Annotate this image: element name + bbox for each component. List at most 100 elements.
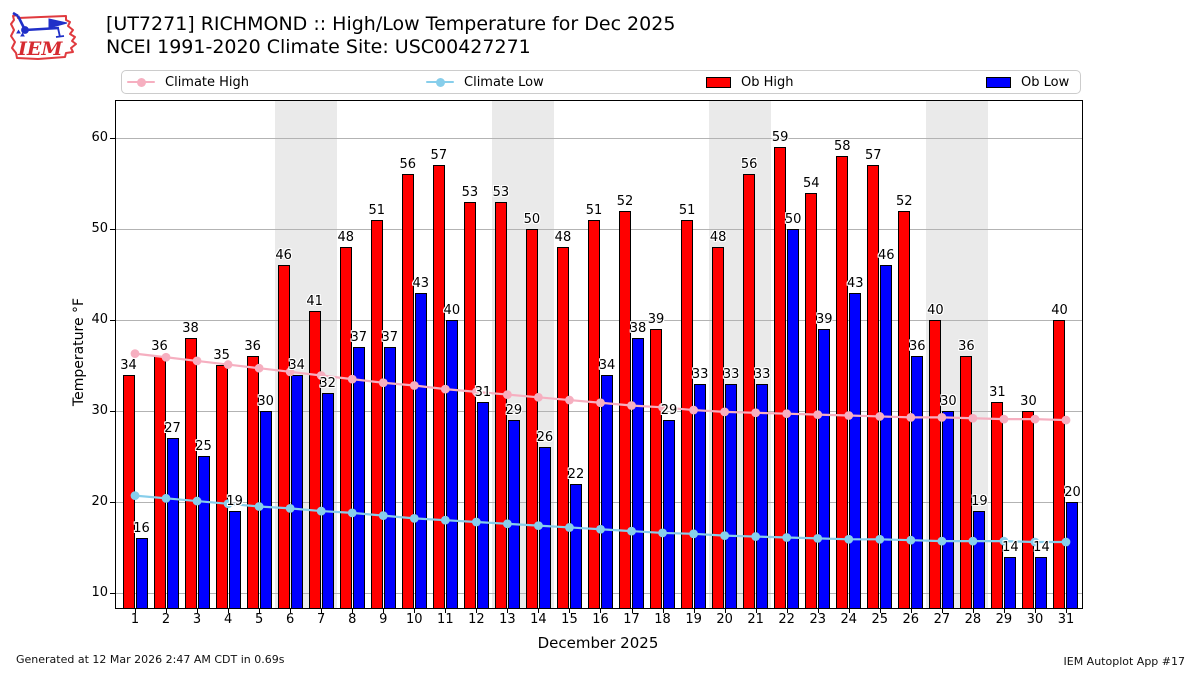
ob-low-bar bbox=[880, 265, 893, 608]
x-tick-label: 26 bbox=[902, 612, 920, 627]
ob-low-value-label: 22 bbox=[567, 466, 585, 482]
climate-low-line-swatch bbox=[426, 77, 454, 87]
x-tick-label: 18 bbox=[654, 612, 671, 627]
climate-low-marker bbox=[627, 526, 636, 536]
ob-high-value-label: 54 bbox=[802, 175, 820, 191]
ob-high-bar bbox=[463, 201, 476, 608]
ob-high-value-label: 48 bbox=[554, 230, 572, 246]
y-tick-label: 60 bbox=[91, 129, 108, 145]
climate-low-marker bbox=[502, 519, 512, 529]
x-tick-label: 6 bbox=[286, 612, 295, 627]
ob-low-value-label: 39 bbox=[815, 312, 833, 328]
climate-low-marker bbox=[409, 513, 419, 523]
x-tick-label: 31 bbox=[1057, 612, 1075, 627]
x-tick-mark bbox=[1034, 608, 1036, 613]
ob-high-value-label: 57 bbox=[430, 148, 448, 164]
generated-timestamp: Generated at 12 Mar 2026 2:47 AM CDT in … bbox=[16, 653, 285, 666]
climate-low-marker bbox=[906, 535, 916, 545]
y-tick-mark bbox=[110, 137, 116, 139]
ob-high-value-label: 50 bbox=[523, 211, 541, 227]
iem-logo-graphic: IEM bbox=[10, 11, 77, 60]
x-tick-label: 28 bbox=[964, 612, 982, 627]
x-tick-mark bbox=[228, 608, 230, 613]
ob-high-value-label: 58 bbox=[833, 139, 851, 155]
climate-high-marker bbox=[502, 390, 512, 399]
ob-high-bar bbox=[743, 174, 756, 608]
ob-high-value-label: 36 bbox=[151, 339, 168, 355]
legend-item-ob-low: Ob Low bbox=[986, 71, 1069, 93]
climate-high-marker bbox=[782, 409, 792, 419]
y-tick-label: 40 bbox=[91, 311, 108, 327]
ob-high-bar bbox=[587, 219, 600, 608]
ob-low-value-label: 40 bbox=[443, 302, 461, 318]
ob-low-bar bbox=[352, 347, 365, 608]
climate-low-marker bbox=[1030, 537, 1040, 547]
x-tick-mark bbox=[755, 608, 757, 613]
ob-low-bar bbox=[569, 483, 582, 608]
ob-high-value-label: 57 bbox=[865, 148, 882, 164]
x-tick-mark bbox=[507, 608, 509, 613]
x-tick-mark bbox=[600, 608, 602, 613]
climate-high-marker bbox=[751, 408, 761, 418]
climate-high-marker bbox=[844, 411, 854, 420]
ob-high-bar bbox=[836, 156, 849, 608]
climate-low-marker bbox=[347, 508, 357, 518]
x-tick-label: 13 bbox=[499, 612, 516, 627]
ob-high-bar bbox=[1022, 410, 1035, 608]
climate-high-marker bbox=[968, 413, 978, 423]
climate-low-marker bbox=[534, 521, 543, 531]
ob-high-value-label: 56 bbox=[399, 157, 417, 173]
ob-high-value-label: 30 bbox=[1020, 393, 1037, 409]
ob-low-value-label: 33 bbox=[722, 366, 740, 382]
ob-low-value-label: 43 bbox=[412, 275, 430, 291]
ob-low-value-label: 38 bbox=[629, 321, 647, 337]
ob-low-bar bbox=[725, 383, 738, 608]
climate-low-marker bbox=[720, 531, 730, 541]
climate-low-marker bbox=[285, 503, 295, 513]
ob-high-value-label: 52 bbox=[616, 193, 634, 209]
ob-low-bar bbox=[1035, 556, 1048, 608]
climate-high-marker bbox=[130, 349, 140, 359]
ob-high-value-label: 40 bbox=[1051, 302, 1068, 318]
x-tick-label: 27 bbox=[933, 612, 951, 627]
ob-low-bar bbox=[290, 374, 303, 608]
climate-low-marker bbox=[875, 534, 885, 544]
climate-high-marker bbox=[999, 414, 1009, 424]
ob-low-value-label: 14 bbox=[1033, 539, 1050, 555]
climate-low-marker bbox=[937, 536, 947, 546]
ob-low-value-label: 32 bbox=[319, 375, 336, 391]
x-tick-mark bbox=[786, 608, 788, 613]
x-tick-mark bbox=[1003, 608, 1005, 613]
climate-high-marker bbox=[720, 407, 730, 417]
x-tick-mark bbox=[383, 608, 385, 613]
ob-high-value-label: 48 bbox=[337, 230, 354, 246]
ob-low-value-label: 37 bbox=[381, 330, 399, 346]
ob-low-bar bbox=[600, 374, 613, 608]
legend: Climate High Climate Low Ob High Ob Low bbox=[121, 70, 1081, 94]
climate-low-marker bbox=[596, 524, 605, 534]
x-axis-title: December 2025 bbox=[537, 634, 659, 652]
ob-high-bar bbox=[1053, 319, 1066, 608]
ob-low-bar bbox=[414, 292, 427, 608]
ob-high-bar bbox=[246, 356, 259, 608]
y-tick-mark bbox=[110, 410, 116, 412]
ob-low-bar bbox=[849, 292, 862, 608]
ob-low-value-label: 50 bbox=[784, 211, 802, 227]
ob-high-bar bbox=[401, 174, 414, 608]
ob-low-value-label: 29 bbox=[660, 403, 678, 419]
legend-item-climate-high: Climate High bbox=[127, 71, 249, 93]
ob-high-value-label: 41 bbox=[306, 293, 323, 309]
y-tick-label: 50 bbox=[91, 220, 108, 236]
ob-high-bar bbox=[867, 165, 880, 608]
climate-high-marker bbox=[1061, 415, 1071, 425]
x-tick-label: 24 bbox=[840, 612, 858, 627]
x-tick-mark bbox=[352, 608, 354, 613]
climate-high-marker bbox=[906, 412, 916, 422]
legend-label-climate-high: Climate High bbox=[165, 74, 250, 90]
x-tick-mark bbox=[631, 608, 633, 613]
ob-low-bar bbox=[383, 347, 396, 608]
ob-high-bar bbox=[494, 201, 507, 608]
climate-high-marker bbox=[223, 360, 233, 369]
ob-low-value-label: 34 bbox=[598, 357, 616, 373]
x-tick-label: 19 bbox=[685, 612, 702, 627]
